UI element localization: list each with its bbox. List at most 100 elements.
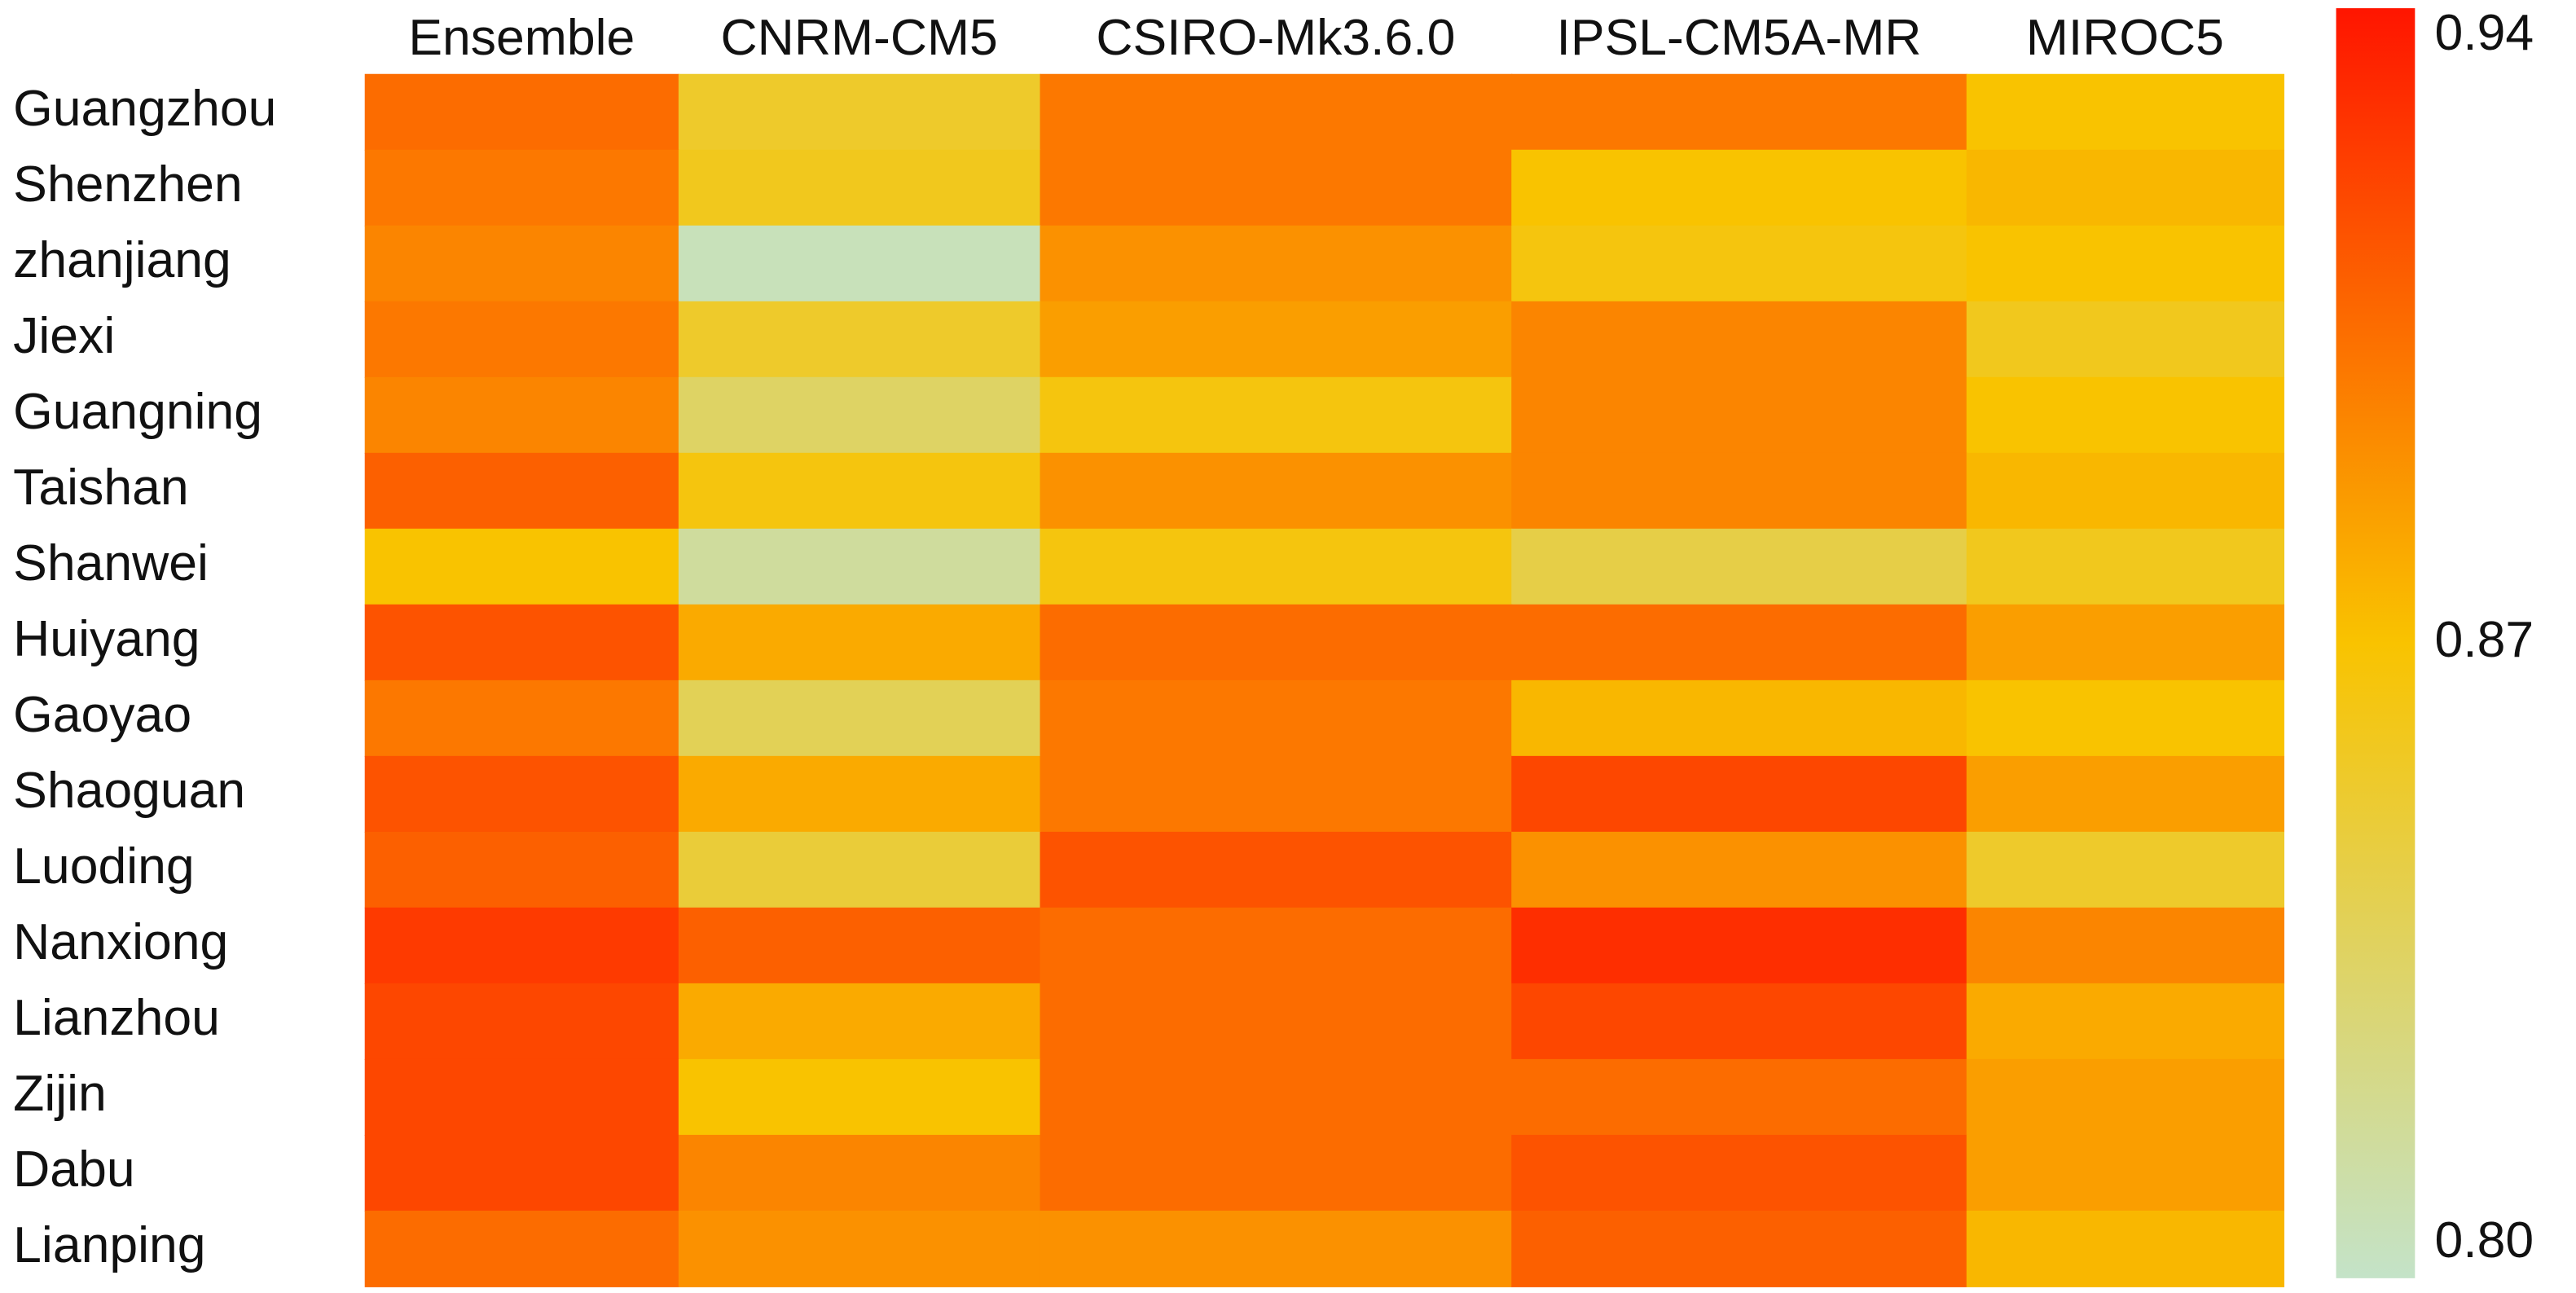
heatmap-cell xyxy=(1511,831,1967,908)
heatmap-cell xyxy=(1040,301,1513,378)
heatmap-cell xyxy=(364,452,679,530)
heatmap-cell xyxy=(1966,376,2285,454)
row-label: Jiexi xyxy=(13,307,115,364)
heatmap-cell xyxy=(1511,679,1967,757)
heatmap-cell xyxy=(364,1210,679,1287)
heatmap-cell xyxy=(1040,755,1513,833)
heatmap-cell xyxy=(1966,831,2285,908)
row-label: Shanwei xyxy=(13,534,209,592)
heatmap-cell xyxy=(364,376,679,454)
heatmap-cell xyxy=(678,301,1041,378)
row-label: Gaoyao xyxy=(13,686,191,743)
heatmap-cell xyxy=(1040,831,1513,908)
heatmap-cell xyxy=(1511,604,1967,681)
heatmap-cell xyxy=(1511,1058,1967,1136)
heatmap-cell xyxy=(1040,907,1513,984)
row-label: Dabu xyxy=(13,1141,134,1198)
heatmap-cell xyxy=(678,225,1041,302)
column-label: Ensemble xyxy=(408,9,635,66)
heatmap-cell xyxy=(1966,1210,2285,1287)
heatmap-cell xyxy=(364,149,679,226)
heatmap-cell xyxy=(1966,149,2285,226)
heatmap-cell xyxy=(1511,528,1967,605)
heatmap-cell xyxy=(1966,604,2285,681)
column-label: CSIRO-Mk3.6.0 xyxy=(1096,9,1455,66)
heatmap-cell xyxy=(678,755,1041,833)
heatmap-cell xyxy=(678,73,1041,151)
heatmap-cell xyxy=(1966,452,2285,530)
heatmap-cell xyxy=(364,604,679,681)
colorbar xyxy=(2336,8,2416,1278)
row-label: Guangzhou xyxy=(13,80,276,137)
heatmap-cell xyxy=(1511,73,1967,151)
heatmap-cell xyxy=(364,73,679,151)
row-label: Lianzhou xyxy=(13,989,220,1046)
heatmap-cell xyxy=(1966,907,2285,984)
heatmap-cell xyxy=(678,1210,1041,1287)
heatmap-cell xyxy=(364,679,679,757)
row-label: Luoding xyxy=(13,838,194,895)
row-label: zhanjiang xyxy=(13,231,231,288)
heatmap-cell xyxy=(1040,679,1513,757)
heatmap-cell xyxy=(1966,983,2285,1060)
heatmap-cell xyxy=(1966,679,2285,757)
row-label: Nanxiong xyxy=(13,913,228,970)
heatmap-cell xyxy=(1511,149,1967,226)
heatmap-cell xyxy=(1966,301,2285,378)
row-label: Zijin xyxy=(13,1065,107,1122)
heatmap-cell xyxy=(678,149,1041,226)
heatmap-cell xyxy=(1511,1134,1967,1212)
colorbar-tick-label: 0.87 xyxy=(2435,611,2534,668)
column-label: MIROC5 xyxy=(2026,9,2224,66)
row-label: Taishan xyxy=(13,459,188,516)
heatmap-cell xyxy=(364,1134,679,1212)
heatmap-cell xyxy=(364,755,679,833)
heatmap-cell xyxy=(364,1058,679,1136)
row-label: Guangning xyxy=(13,383,262,440)
heatmap-cell xyxy=(1040,528,1513,605)
colorbar-tick-label: 0.80 xyxy=(2435,1212,2534,1269)
heatmap-cell xyxy=(678,1058,1041,1136)
heatmap-cell xyxy=(364,983,679,1060)
heatmap-cell xyxy=(364,225,679,302)
heatmap-cell xyxy=(1511,376,1967,454)
heatmap-cell xyxy=(1040,983,1513,1060)
row-label: Shenzhen xyxy=(13,156,243,213)
heatmap-cell xyxy=(678,452,1041,530)
heatmap-cell xyxy=(678,1134,1041,1212)
heatmap-cell xyxy=(678,528,1041,605)
heatmap-cell xyxy=(1040,376,1513,454)
heatmap-cell xyxy=(1040,1134,1513,1212)
row-label: Huiyang xyxy=(13,610,200,667)
heatmap-cell xyxy=(364,907,679,984)
heatmap-cell xyxy=(678,907,1041,984)
column-label: CNRM-CM5 xyxy=(721,9,998,66)
heatmap-cell xyxy=(678,604,1041,681)
heatmap-cell xyxy=(1040,225,1513,302)
heatmap-cell xyxy=(1040,1058,1513,1136)
heatmap-cell xyxy=(1966,73,2285,151)
heatmap-cell xyxy=(1040,149,1513,226)
heatmap-cell xyxy=(364,301,679,378)
heatmap-cell xyxy=(364,528,679,605)
heatmap-cell xyxy=(678,376,1041,454)
heatmap-cell xyxy=(1040,604,1513,681)
heatmap-cell xyxy=(1966,755,2285,833)
heatmap-cell xyxy=(1511,225,1967,302)
row-label: Shaoguan xyxy=(13,762,245,819)
heatmap-cell xyxy=(1511,755,1967,833)
heatmap-cell xyxy=(1966,1134,2285,1212)
heatmap-cell xyxy=(1511,983,1967,1060)
heatmap-cell xyxy=(1511,907,1967,984)
colorbar-tick-label: 0.94 xyxy=(2435,4,2534,61)
heatmap-cell xyxy=(1040,73,1513,151)
row-label: Lianping xyxy=(13,1216,205,1273)
heatmap-cell xyxy=(1966,528,2285,605)
heatmap-cell xyxy=(678,679,1041,757)
heatmap-cell xyxy=(1966,225,2285,302)
heatmap-cell xyxy=(1511,452,1967,530)
heatmap-cell xyxy=(1966,1058,2285,1136)
heatmap-cell xyxy=(678,831,1041,908)
heatmap-cell xyxy=(364,831,679,908)
